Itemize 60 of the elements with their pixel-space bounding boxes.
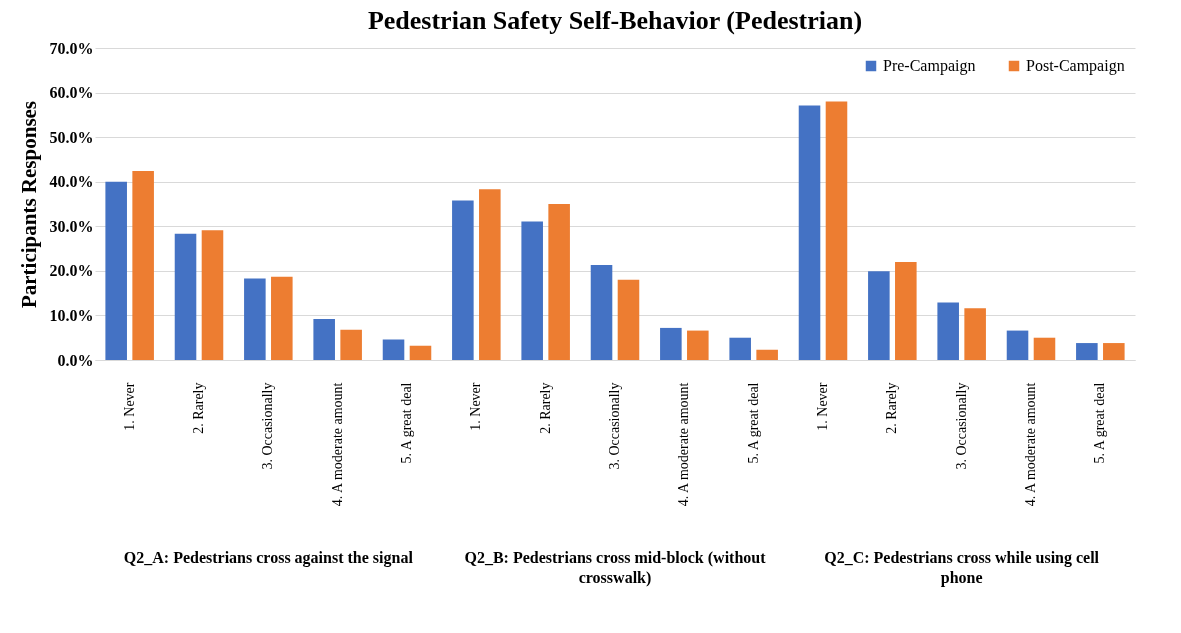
legend-label: Pre-Campaign bbox=[883, 57, 976, 75]
x-tick-label: 2. Rarely bbox=[537, 382, 553, 434]
y-tick-label: 0.0% bbox=[57, 351, 94, 369]
bar bbox=[201, 230, 224, 360]
bar bbox=[729, 337, 751, 360]
x-tick-label: 5. A great deal bbox=[399, 382, 414, 464]
bar bbox=[756, 349, 778, 360]
x-tick-label: 4. A moderate amount bbox=[329, 382, 345, 507]
y-tick-label: 30.0% bbox=[49, 217, 94, 235]
x-tick-label: 1. Never bbox=[468, 382, 484, 431]
x-tick-label: 5. A great deal bbox=[1092, 382, 1108, 464]
bar bbox=[964, 308, 986, 360]
bar bbox=[313, 318, 335, 360]
bar bbox=[132, 171, 154, 360]
y-tick-label: 70.0% bbox=[49, 39, 94, 57]
bar bbox=[687, 330, 709, 360]
bar bbox=[479, 189, 501, 360]
x-tick-label: 5. A great deal bbox=[745, 382, 761, 464]
bar bbox=[590, 265, 613, 360]
y-tick-label: 10.0% bbox=[49, 306, 94, 324]
text: Q2_C: Pedestrians cross while using cell phone bbox=[824, 549, 1100, 587]
bar bbox=[868, 271, 890, 360]
x-tick-label: 1. Never bbox=[815, 382, 830, 431]
bar bbox=[548, 204, 570, 360]
y-tick-label: 50.0% bbox=[49, 128, 94, 146]
y-axis-title: Participants Responses bbox=[16, 100, 41, 309]
bar bbox=[1076, 343, 1098, 360]
x-tick-label: 2. Rarely bbox=[884, 382, 900, 434]
legend-label: Post-Campaign bbox=[1026, 57, 1125, 75]
bar bbox=[1033, 337, 1056, 360]
bar bbox=[271, 276, 293, 360]
y-tick-label: 60.0% bbox=[49, 84, 94, 102]
text: Q2_B: Pedestrians cross mid-block (without crosswalk) bbox=[464, 549, 767, 587]
x-tick-label: 3. Occasionally bbox=[953, 382, 969, 470]
bar bbox=[937, 302, 959, 360]
y-tick-label: 40.0% bbox=[49, 173, 94, 191]
bar bbox=[895, 261, 917, 360]
x-tick-label: 4. A moderate amount bbox=[676, 382, 692, 507]
chart-title: Pedestrian Safety Self-Behavior (Pedestrian) bbox=[367, 6, 863, 35]
bar bbox=[521, 221, 543, 360]
x-tick-label: 3. Occasionally bbox=[607, 382, 622, 470]
bar bbox=[340, 329, 362, 360]
x-tick-label: 2. Rarely bbox=[191, 382, 206, 434]
bar bbox=[660, 327, 682, 360]
bar bbox=[174, 233, 197, 360]
bar bbox=[382, 339, 405, 360]
x-tick-label: 3. Occasionally bbox=[260, 382, 276, 470]
bar bbox=[617, 279, 640, 360]
x-tick-label: 4. A moderate amount bbox=[1023, 382, 1038, 507]
bar bbox=[244, 278, 266, 360]
x-tick-label: 1. Never bbox=[121, 382, 137, 431]
text: Q2_A: Pedestrians cross against the signal bbox=[123, 549, 414, 567]
bar bbox=[1006, 330, 1029, 360]
bar bbox=[105, 181, 127, 360]
bar bbox=[1103, 343, 1125, 360]
bar bbox=[452, 200, 474, 360]
y-tick-label: 20.0% bbox=[49, 262, 94, 280]
bar bbox=[825, 101, 848, 360]
bar bbox=[798, 105, 821, 360]
bar bbox=[409, 345, 432, 360]
